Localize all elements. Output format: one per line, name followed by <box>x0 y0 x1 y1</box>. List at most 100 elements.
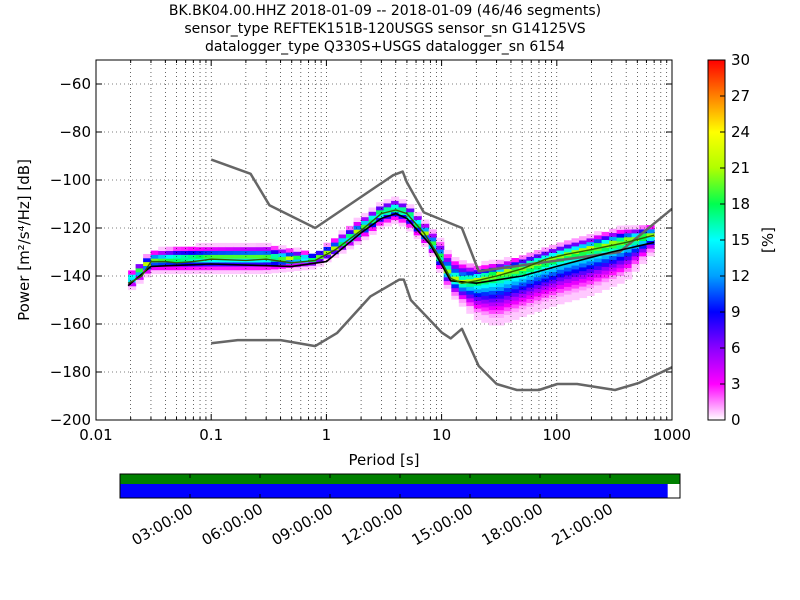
pdf-cell <box>218 254 227 259</box>
pdf-cell <box>609 259 618 264</box>
colorbar-tick-label: 12 <box>731 267 750 285</box>
pdf-cell <box>361 216 370 221</box>
pdf-cell <box>135 271 144 277</box>
pdf-cell <box>203 246 212 251</box>
pdf-cell <box>173 262 182 267</box>
pdf-cell <box>609 244 618 249</box>
pdf-cell <box>564 259 573 264</box>
pdf-cell <box>624 240 633 245</box>
pdf-cell <box>548 267 557 273</box>
pdf-cell <box>511 288 520 293</box>
pdf-cell <box>473 300 482 305</box>
pdf-cell <box>609 247 618 253</box>
pdf-cell <box>158 258 167 263</box>
pdf-cell <box>466 290 475 295</box>
pdf-cell <box>376 213 385 218</box>
pdf-cell <box>496 290 505 295</box>
pdf-cell <box>413 227 422 232</box>
pdf-cell <box>503 268 512 273</box>
pdf-cell <box>511 273 520 278</box>
pdf-cell <box>533 296 542 301</box>
pdf-cell <box>270 261 279 266</box>
pdf-cell <box>285 255 294 261</box>
pdf-cell <box>556 261 565 266</box>
pdf-cell <box>270 253 279 258</box>
pdf-cell <box>511 300 520 305</box>
pdf-cell <box>451 272 460 277</box>
pdf-cell <box>571 253 580 258</box>
pdf-cell <box>601 243 610 248</box>
pdf-cell <box>443 253 452 259</box>
pdf-cell <box>225 265 234 271</box>
pdf-cell <box>564 271 573 276</box>
pdf-cell <box>548 294 557 299</box>
pdf-cell <box>616 233 625 238</box>
pdf-cell <box>594 277 603 282</box>
pdf-cell <box>383 203 392 208</box>
pdf-cell <box>466 286 475 291</box>
pdf-cell <box>421 223 430 228</box>
pdf-cell <box>406 223 415 228</box>
pdf-cell <box>586 291 595 296</box>
pdf-cell <box>383 199 392 204</box>
pdf-cell <box>173 246 182 251</box>
y-tick-label: −60 <box>59 75 91 93</box>
pdf-cell <box>481 272 490 277</box>
pdf-cell <box>518 255 527 260</box>
pdf-cell <box>383 206 392 212</box>
pdf-cell <box>195 269 204 275</box>
pdf-cell <box>496 279 505 284</box>
pdf-cell <box>150 262 159 267</box>
pdf-cell <box>556 292 565 297</box>
pdf-cell <box>586 280 595 285</box>
pdf-cell <box>263 250 272 255</box>
pdf-cell <box>639 240 648 245</box>
pdf-cell <box>541 297 550 302</box>
timeline-tick-label: 15:00:00 <box>409 500 476 549</box>
pdf-cell <box>466 278 475 284</box>
pdf-cell <box>526 291 535 296</box>
pdf-cell <box>488 263 497 268</box>
pdf-cell <box>496 263 505 268</box>
pdf-cell <box>210 246 219 251</box>
y-tick-label: −100 <box>50 171 91 189</box>
pdf-cell <box>458 267 467 273</box>
pdf-cell <box>361 232 370 237</box>
pdf-cell <box>609 232 618 237</box>
pdf-cell <box>128 274 137 279</box>
pdf-cell <box>481 260 490 266</box>
pdf-cell <box>488 313 497 318</box>
pdf-cell <box>346 241 355 246</box>
pdf-cell <box>466 298 475 303</box>
pdf-cell <box>473 304 482 309</box>
pdf-cell <box>488 294 497 299</box>
pdf-cell <box>579 243 588 249</box>
pdf-cell <box>624 271 633 276</box>
pdf-cell <box>150 265 159 271</box>
pdf-cell <box>518 270 527 275</box>
pdf-cell <box>503 306 512 312</box>
pdf-cell <box>413 234 422 240</box>
pdf-cell <box>421 231 430 236</box>
pdf-cell <box>518 293 527 298</box>
pdf-cell <box>511 311 520 316</box>
pdf-cell <box>639 244 648 249</box>
pdf-cell <box>270 257 279 262</box>
pdf-cell <box>188 269 197 275</box>
pdf-cell <box>616 256 625 261</box>
pdf-cell <box>556 242 565 247</box>
pdf-cell <box>368 226 377 231</box>
y-tick-label: −200 <box>50 411 91 429</box>
pdf-cell <box>210 265 219 271</box>
pdf-cell <box>518 278 527 283</box>
y-tick-label: −80 <box>59 123 91 141</box>
pdf-cell <box>586 241 595 247</box>
pdf-cell <box>548 302 557 307</box>
pdf-cell <box>436 241 445 246</box>
pdf-cell <box>496 259 505 265</box>
pdf-cell <box>188 265 197 271</box>
pdf-cell <box>503 283 512 289</box>
pdf-cell <box>511 284 520 290</box>
colorbar-tick-label: 0 <box>731 411 741 429</box>
